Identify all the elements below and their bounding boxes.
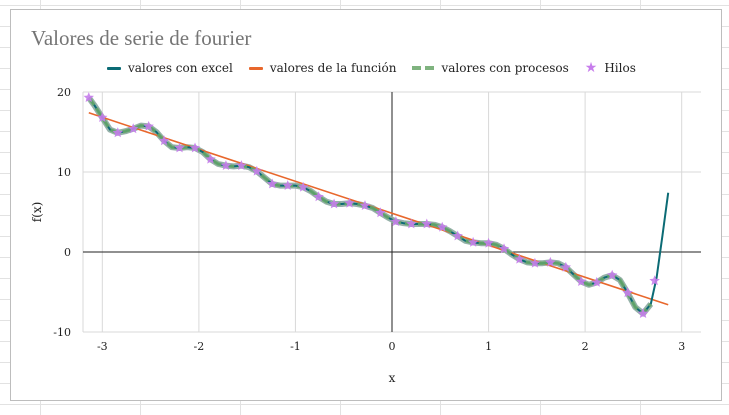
x-tick-label: 2 bbox=[582, 340, 589, 353]
series-point-hilos bbox=[437, 221, 448, 232]
series-point-hilos bbox=[483, 237, 494, 248]
legend-label-hilos: Hilos bbox=[604, 61, 636, 75]
series-point-hilos bbox=[359, 200, 371, 210]
series-point-hilos bbox=[591, 276, 602, 287]
series-line-funcion bbox=[88, 112, 669, 306]
series-point-hilos bbox=[344, 197, 355, 208]
x-tick-label: -2 bbox=[194, 340, 205, 353]
y-axis-title: f(x) bbox=[30, 202, 44, 223]
series-point-hilos bbox=[328, 198, 340, 209]
series-point-hilos bbox=[128, 123, 139, 134]
series-point-hilos bbox=[452, 230, 463, 241]
legend-swatch-procesos bbox=[412, 66, 435, 70]
x-tick-label: 0 bbox=[389, 340, 396, 353]
legend-label-excel: valores con excel bbox=[128, 61, 233, 75]
legend-label-funcion: valores de la función bbox=[269, 61, 397, 75]
series-point-hilos bbox=[529, 257, 541, 268]
series-point-hilos bbox=[267, 178, 278, 189]
legend-label-procesos: valores con procesos bbox=[441, 61, 569, 75]
series-point-hilos bbox=[205, 153, 216, 164]
series-point-hilos bbox=[560, 261, 571, 272]
series-point-hilos bbox=[174, 142, 185, 153]
series-point-hilos bbox=[467, 236, 479, 247]
y-tick-label: 10 bbox=[57, 166, 71, 179]
chart-title: Valores de serie de fourier bbox=[31, 26, 252, 50]
series-point-hilos bbox=[637, 308, 649, 318]
series-point-hilos bbox=[313, 191, 324, 202]
series-point-hilos bbox=[97, 112, 108, 122]
chart-legend: valores con excel valores de la función … bbox=[107, 60, 636, 76]
series-point-hilos bbox=[606, 269, 618, 280]
x-tick-label: -3 bbox=[97, 340, 108, 353]
chart-container[interactable]: Valores de serie de fourier valores con … bbox=[10, 9, 722, 401]
series-point-hilos bbox=[406, 218, 417, 229]
y-tick-label: 20 bbox=[57, 86, 71, 99]
series-point-hilos bbox=[375, 207, 386, 218]
x-axis-title: x bbox=[389, 371, 396, 385]
x-tick-label: -1 bbox=[290, 340, 301, 353]
legend-item-funcion[interactable]: valores de la función bbox=[248, 61, 397, 75]
series-point-hilos bbox=[236, 160, 247, 170]
legend-item-excel[interactable]: valores con excel bbox=[107, 61, 233, 75]
legend-item-hilos[interactable]: ★ Hilos bbox=[585, 61, 636, 75]
series-point-hilos bbox=[498, 243, 510, 254]
series-point-hilos bbox=[143, 120, 154, 131]
series-point-hilos bbox=[297, 181, 309, 192]
axes bbox=[83, 92, 701, 332]
series-point-hilos bbox=[545, 256, 556, 267]
series-point-hilos bbox=[421, 218, 432, 229]
legend-swatch-excel bbox=[107, 66, 121, 70]
legend-swatch-funcion bbox=[248, 66, 263, 70]
series-point-hilos bbox=[220, 160, 232, 170]
series-point-hilos bbox=[390, 216, 402, 226]
series bbox=[83, 92, 670, 318]
x-tick-label: 1 bbox=[485, 340, 492, 353]
series-point-hilos bbox=[189, 142, 201, 153]
series-point-hilos bbox=[649, 275, 660, 286]
star-icon: ★ bbox=[584, 60, 598, 76]
x-tick-label: 3 bbox=[678, 340, 685, 353]
series-point-hilos bbox=[83, 92, 94, 102]
series-point-hilos bbox=[622, 287, 633, 298]
y-tick-label: -10 bbox=[53, 326, 71, 339]
series-point-hilos bbox=[514, 253, 525, 264]
series-point-hilos bbox=[576, 276, 587, 286]
y-tick-label: 0 bbox=[64, 246, 71, 259]
series-point-hilos bbox=[158, 135, 170, 146]
series-point-hilos bbox=[251, 165, 262, 176]
series-point-hilos bbox=[112, 127, 123, 138]
series-point-hilos bbox=[282, 180, 293, 190]
legend-item-procesos[interactable]: valores con procesos bbox=[412, 61, 569, 75]
